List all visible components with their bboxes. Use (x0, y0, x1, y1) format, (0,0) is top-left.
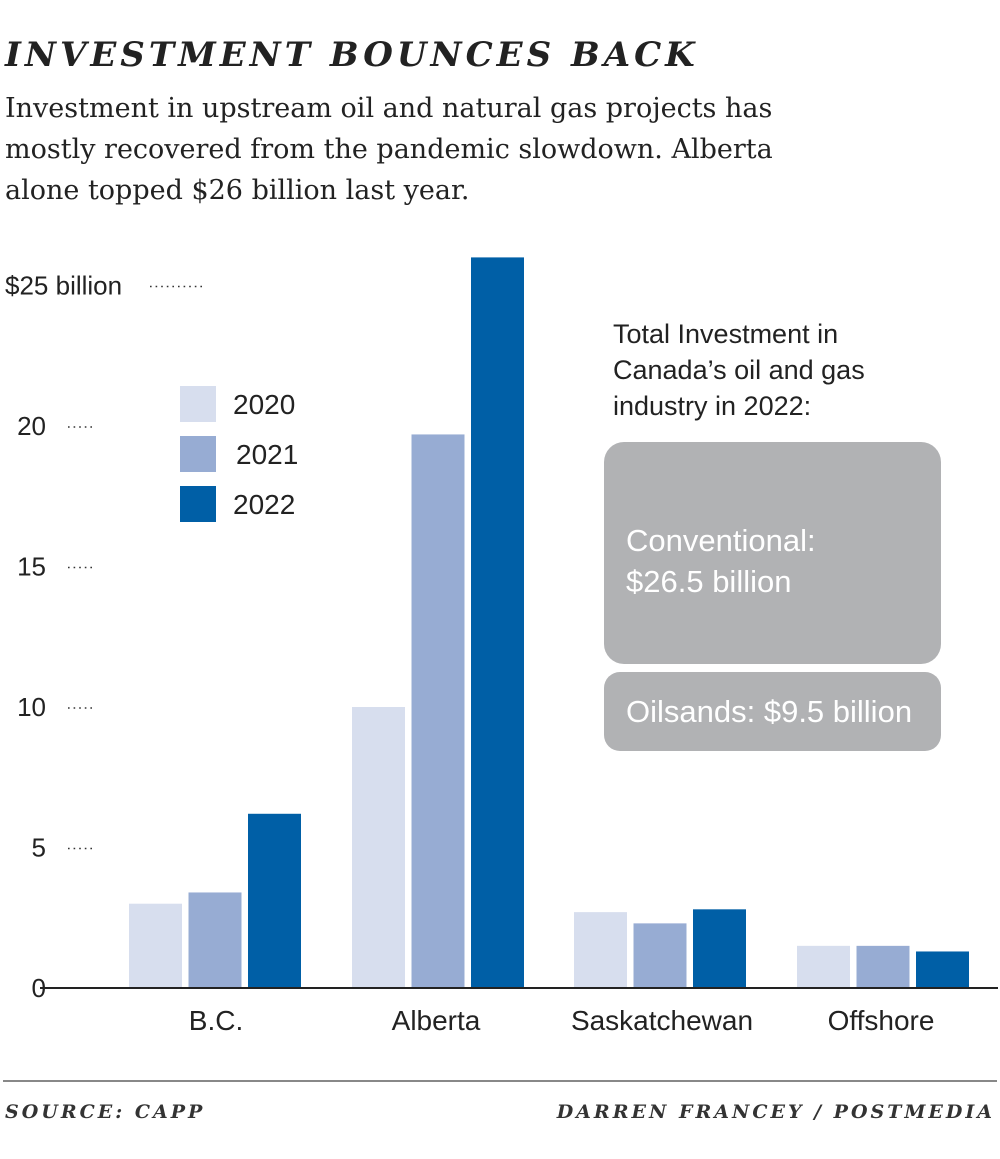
bar-2022-bc (248, 813, 301, 988)
x-category-label: Saskatchewan (571, 1005, 753, 1036)
x-category-label: B.C. (189, 1005, 243, 1036)
legend-swatch-2022 (180, 486, 216, 522)
note-heading-line-3: industry in 2022: (613, 391, 811, 421)
conventional-label: Conventional: (626, 523, 816, 558)
bar-2020-bc (129, 903, 182, 988)
legend-label-2021: 2021 (236, 439, 298, 470)
bar-2020-offshore (797, 945, 850, 988)
bar-2022-offshore (916, 951, 969, 988)
x-category-label: Offshore (828, 1005, 935, 1036)
author-credit: DARREN FRANCEY / POSTMEDIA (556, 1101, 995, 1123)
oilsands-box (604, 672, 941, 751)
legend-swatch-2020 (180, 386, 216, 422)
y-axis: 0 5 10 15 20 $25 billion (5, 271, 202, 1003)
y-tick-label: 10 (17, 692, 46, 722)
source-credit: SOURCE: CAPP (5, 1101, 205, 1123)
legend-swatch-2021 (180, 436, 216, 472)
x-axis-labels: B.C. Alberta Saskatchewan Offshore (189, 1005, 935, 1036)
bar-2022-alberta (471, 257, 524, 988)
note-heading-line-2: Canada’s oil and gas (613, 355, 865, 385)
bars-group (129, 257, 969, 988)
conventional-value: $26.5 billion (626, 564, 791, 599)
y-tick-label: 0 (32, 973, 46, 1003)
chart-title: INVESTMENT BOUNCES BACK (4, 35, 699, 75)
subtitle-line-2: mostly recovered from the pandemic slowd… (5, 134, 773, 165)
conventional-box (604, 442, 941, 664)
y-tick-label: 20 (17, 411, 46, 441)
bar-2021-alberta (411, 434, 465, 988)
y-tick-label: 15 (17, 552, 46, 582)
subtitle-line-1: Investment in upstream oil and natural g… (5, 93, 772, 124)
x-category-label: Alberta (392, 1005, 481, 1036)
total-investment-note: Total Investment in Canada’s oil and gas… (604, 319, 941, 751)
legend: 2020 2021 2022 (180, 386, 298, 522)
bar-2021-saskatchewan (633, 923, 687, 988)
y-tick-label: $25 billion (5, 271, 122, 301)
bar-2021-bc (188, 892, 242, 988)
bar-2022-saskatchewan (693, 909, 746, 988)
subtitle-line-3: alone topped $26 billion last year. (5, 175, 470, 206)
oilsands-label: Oilsands: $9.5 billion (626, 694, 912, 729)
legend-label-2020: 2020 (233, 389, 295, 420)
bar-2021-offshore (856, 945, 910, 988)
note-heading-line-1: Total Investment in (613, 319, 838, 349)
legend-label-2022: 2022 (233, 489, 295, 520)
y-tick-label: 5 (32, 833, 46, 863)
bar-2020-saskatchewan (574, 912, 627, 988)
bar-2020-alberta (352, 707, 405, 988)
